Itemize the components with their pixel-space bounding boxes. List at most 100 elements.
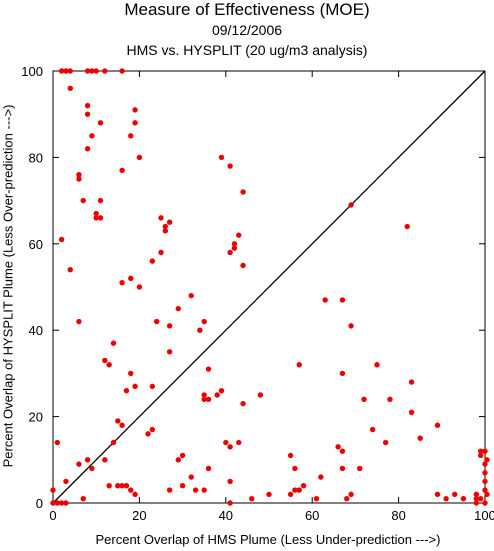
- data-point: [67, 267, 73, 273]
- y-tick-label: 40: [29, 323, 43, 338]
- data-point: [93, 68, 99, 74]
- data-point: [153, 318, 160, 325]
- data-point: [460, 495, 467, 502]
- data-point: [249, 495, 255, 502]
- data-point: [115, 483, 121, 489]
- chart-subtitle-analysis: HMS vs. HYSPLIT (20 ug/m3 analysis): [126, 42, 368, 58]
- data-point: [482, 448, 488, 454]
- y-axis-ticks: 0 20 40 60 80 100: [21, 64, 485, 511]
- data-point: [110, 439, 117, 446]
- data-point: [266, 491, 272, 498]
- data-point: [473, 500, 480, 506]
- data-point: [339, 297, 346, 303]
- data-point: [201, 487, 207, 493]
- data-point: [443, 495, 449, 502]
- data-point: [123, 483, 130, 489]
- data-point: [417, 435, 423, 441]
- x-tick-label: 20: [132, 508, 146, 523]
- data-point: [50, 487, 56, 493]
- data-point: [482, 487, 488, 493]
- data-point: [106, 362, 112, 368]
- y-tick-label: 0: [36, 496, 43, 511]
- data-point: [322, 297, 328, 303]
- y-tick-label: 60: [29, 237, 43, 252]
- data-point: [63, 478, 69, 485]
- data-point: [128, 133, 134, 139]
- data-point: [102, 68, 108, 74]
- y-axis-label: Percent Overlap of HYSPLIT Plume (Less O…: [0, 104, 16, 468]
- data-point: [344, 495, 350, 502]
- data-points: [50, 68, 490, 506]
- data-point: [136, 284, 143, 290]
- data-point: [58, 500, 65, 506]
- data-point: [179, 483, 186, 489]
- data-point: [132, 120, 138, 126]
- data-point: [452, 491, 458, 498]
- data-point: [339, 370, 346, 377]
- data-point: [240, 400, 246, 407]
- data-point: [102, 457, 108, 463]
- data-point: [84, 68, 91, 74]
- data-point: [128, 275, 134, 282]
- data-point: [348, 323, 354, 329]
- data-point: [119, 422, 125, 428]
- x-axis-ticks: 0 20 40 60 80 100: [49, 71, 494, 523]
- data-point: [473, 495, 480, 502]
- plot-frame: [52, 70, 486, 504]
- data-point: [132, 107, 138, 113]
- data-point: [80, 197, 86, 204]
- data-point: [119, 483, 125, 489]
- data-point: [58, 236, 65, 243]
- data-point: [369, 426, 376, 433]
- chart-subtitle-date: 09/12/2006: [211, 22, 283, 38]
- data-point: [227, 500, 233, 506]
- data-point: [197, 327, 203, 333]
- data-point: [132, 383, 138, 390]
- data-point: [54, 500, 61, 506]
- x-tick-label: 60: [305, 508, 319, 523]
- data-point: [236, 232, 242, 238]
- x-tick-label: 80: [391, 508, 405, 523]
- data-point: [106, 483, 112, 489]
- data-point: [67, 68, 73, 74]
- data-point: [179, 452, 186, 459]
- data-point: [149, 426, 156, 433]
- data-point: [89, 465, 95, 472]
- data-point: [287, 491, 294, 498]
- data-point: [76, 318, 82, 325]
- data-point: [158, 215, 164, 221]
- data-point: [93, 215, 99, 221]
- data-point: [89, 68, 95, 74]
- data-point: [93, 210, 99, 217]
- x-axis-label: Percent Overlap of HMS Plume (Less Under…: [95, 532, 441, 547]
- data-point: [227, 444, 233, 450]
- data-point: [97, 215, 104, 221]
- data-point: [132, 491, 138, 498]
- data-point: [227, 163, 233, 169]
- data-point: [236, 439, 242, 446]
- data-point: [149, 383, 156, 390]
- data-point: [188, 474, 194, 480]
- data-point: [296, 362, 302, 368]
- data-point: [484, 457, 490, 463]
- data-point: [348, 202, 354, 208]
- data-point: [227, 478, 233, 485]
- data-point: [231, 245, 238, 251]
- data-point: [482, 500, 488, 506]
- data-point: [166, 487, 173, 493]
- data-point: [287, 452, 294, 459]
- data-point: [482, 461, 488, 467]
- data-point: [382, 439, 389, 446]
- data-point: [477, 495, 484, 502]
- data-point: [84, 111, 91, 117]
- data-point: [387, 396, 393, 403]
- y-tick-label: 100: [21, 64, 43, 79]
- data-point: [119, 167, 125, 174]
- data-point: [188, 292, 194, 299]
- data-point: [313, 495, 320, 502]
- data-point: [162, 228, 169, 234]
- data-point: [231, 241, 238, 247]
- data-point: [201, 396, 207, 403]
- data-point: [434, 491, 441, 498]
